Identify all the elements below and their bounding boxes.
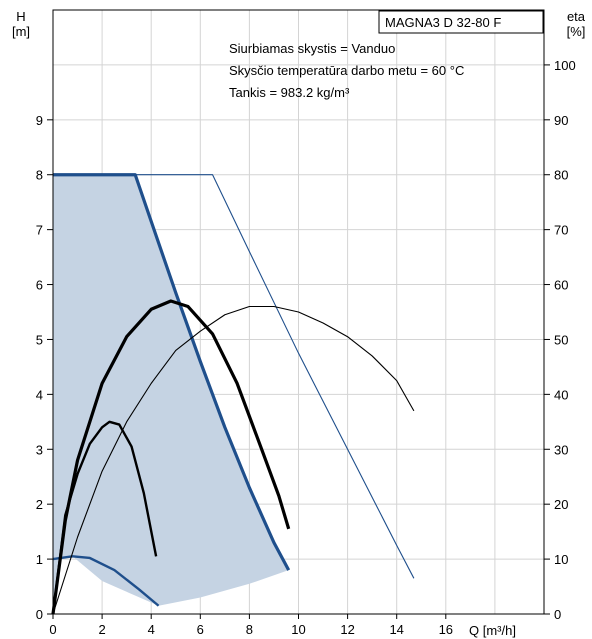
y-right-tick-label: 20 bbox=[554, 497, 568, 512]
y-right-tick-label: 40 bbox=[554, 387, 568, 402]
tick-layer: 0 2 4 6 8 10 12 14 16012345678901020304050607080… bbox=[36, 58, 576, 637]
operating-area bbox=[53, 174, 289, 614]
curve-min-curve bbox=[52, 555, 160, 607]
y-right-tick-label: 70 bbox=[554, 223, 568, 238]
x-tick-label: 4 bbox=[148, 622, 155, 637]
y-right-tick-label: 80 bbox=[554, 168, 568, 183]
y-right-axis-symbol: eta bbox=[567, 9, 586, 24]
curve-efficiency-min bbox=[51, 420, 158, 615]
y-left-axis-unit: [m] bbox=[12, 24, 30, 39]
chart-title: MAGNA3 D 32-80 F bbox=[385, 15, 501, 30]
y-left-tick-label: 1 bbox=[36, 552, 43, 567]
y-left-tick-label: 7 bbox=[36, 223, 43, 238]
title-box bbox=[378, 10, 544, 34]
y-left-tick-label: 8 bbox=[36, 168, 43, 183]
annotation-temperature: Skysčio temperatūra darbo metu = 60 °C bbox=[229, 63, 464, 78]
y-left-tick-label: 6 bbox=[36, 278, 43, 293]
y-right-tick-label: 0 bbox=[554, 607, 561, 622]
operating-area-layer bbox=[53, 174, 289, 614]
x-tick-label: 10 bbox=[291, 622, 305, 637]
curve-max-curve-thin bbox=[135, 174, 415, 579]
annotation-fluid: Siurbiamas skystis = Vanduo bbox=[229, 41, 395, 56]
y-right-axis-unit: [%] bbox=[567, 24, 586, 39]
y-right-tick-label: 10 bbox=[554, 552, 568, 567]
x-axis-label: Q [m³/h] bbox=[469, 623, 516, 638]
y-left-tick-label: 9 bbox=[36, 113, 43, 128]
y-right-tick-label: 60 bbox=[554, 278, 568, 293]
x-tick-label: 12 bbox=[340, 622, 354, 637]
series-layer bbox=[51, 173, 415, 615]
x-tick-label: 8 bbox=[246, 622, 253, 637]
x-tick-label: 2 bbox=[98, 622, 105, 637]
y-left-tick-label: 2 bbox=[36, 497, 43, 512]
y-left-tick-label: 4 bbox=[36, 387, 43, 402]
y-left-tick-label: 0 bbox=[36, 607, 43, 622]
annotation-density: Tankis = 983.2 kg/m³ bbox=[229, 85, 350, 100]
y-left-tick-label: 5 bbox=[36, 332, 43, 347]
y-right-tick-label: 100 bbox=[554, 58, 576, 73]
y-right-tick-label: 50 bbox=[554, 332, 568, 347]
x-tick-label: 14 bbox=[389, 622, 403, 637]
x-tick-label: 16 bbox=[439, 622, 453, 637]
y-left-axis-symbol: H bbox=[16, 9, 25, 24]
y-right-tick-label: 30 bbox=[554, 442, 568, 457]
x-tick-label: 0 bbox=[49, 622, 56, 637]
y-right-tick-label: 90 bbox=[554, 113, 568, 128]
x-tick-label: 6 bbox=[197, 622, 204, 637]
curve-efficiency-max bbox=[51, 299, 291, 615]
curve-efficiency-thin bbox=[52, 305, 415, 615]
curve-max-curve bbox=[53, 173, 291, 571]
y-left-tick-label: 3 bbox=[36, 442, 43, 457]
